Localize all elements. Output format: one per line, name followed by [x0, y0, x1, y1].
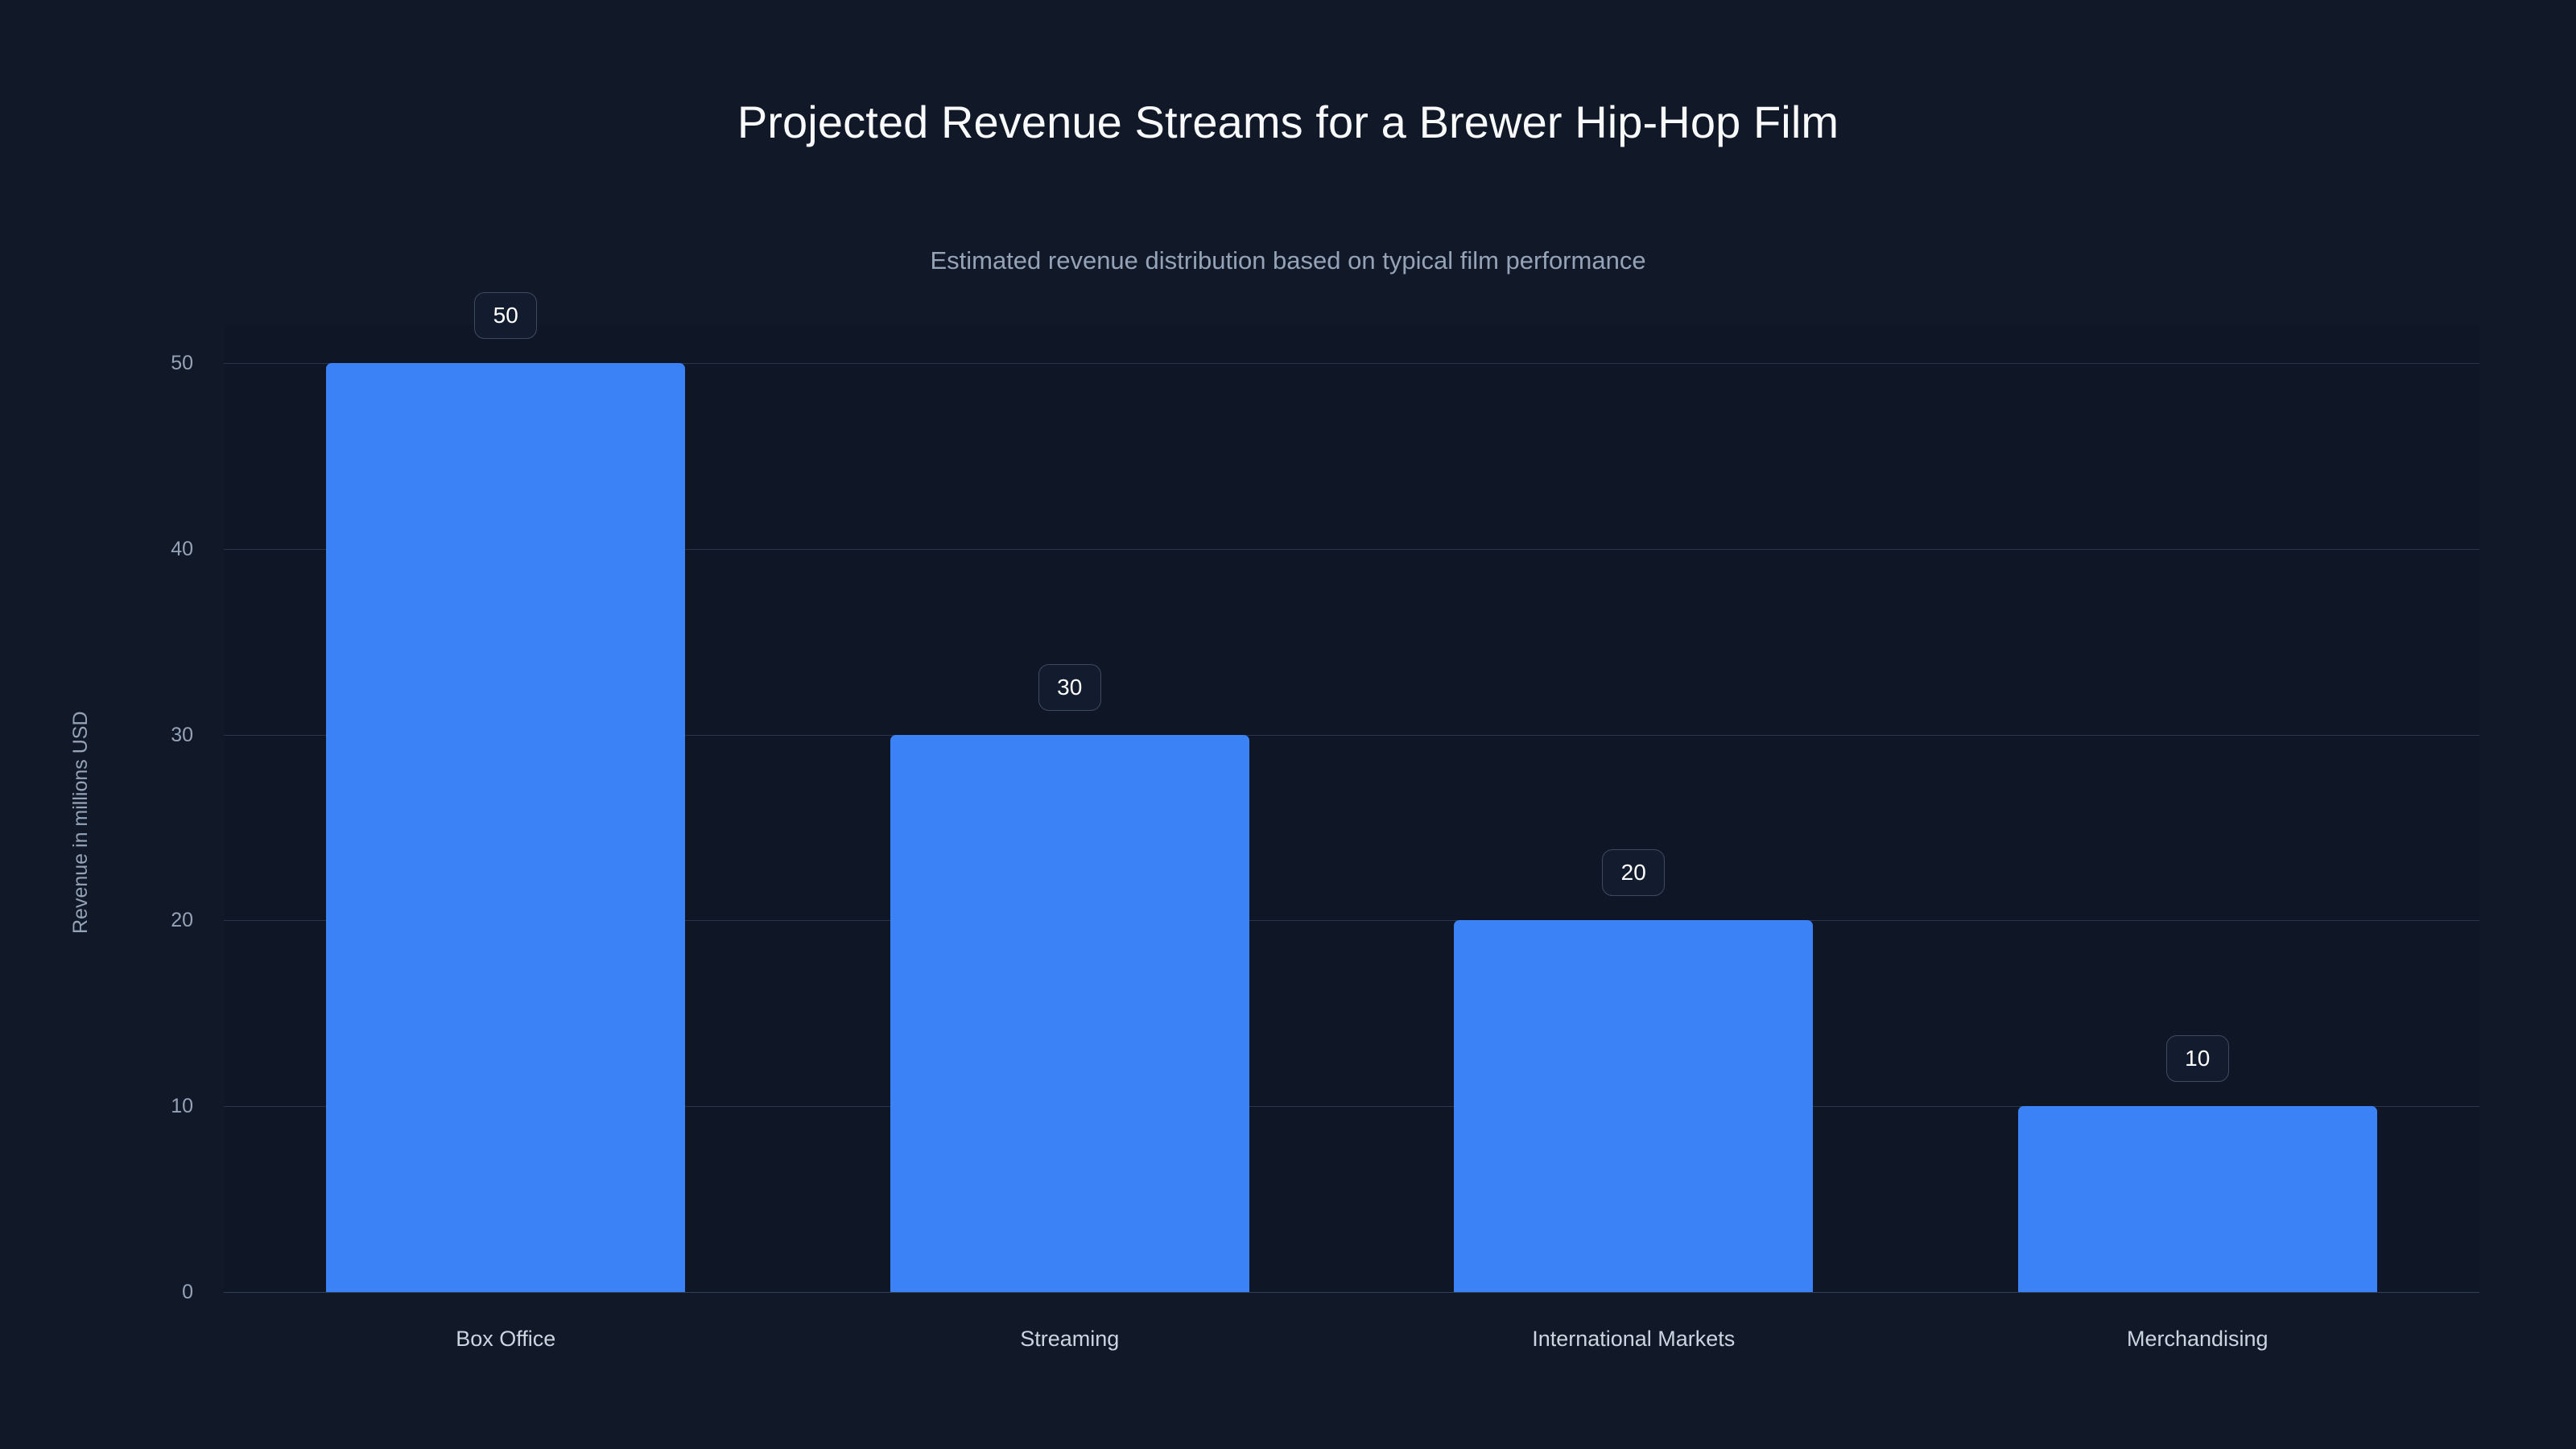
- plot-area: [224, 326, 2479, 1293]
- x-axis-tick-label: Box Office: [456, 1327, 556, 1351]
- bar-value-label: 30: [1038, 663, 1101, 711]
- bar[interactable]: [2017, 1106, 2377, 1292]
- gridline: [224, 363, 2479, 365]
- bar-value-label: 10: [2165, 1035, 2229, 1083]
- gridline: [224, 734, 2479, 736]
- y-axis-tick-label: 0: [182, 1281, 193, 1303]
- bar-value-label: 50: [474, 292, 538, 340]
- y-axis-tick-label: 30: [171, 723, 193, 746]
- y-axis-tick-label: 10: [171, 1095, 193, 1118]
- bar[interactable]: [890, 734, 1249, 1292]
- bar[interactable]: [326, 363, 686, 1292]
- bar-value-label: 20: [1602, 849, 1666, 897]
- y-axis-tick-label: 40: [171, 537, 193, 560]
- chart-subtitle: Estimated revenue distribution based on …: [930, 246, 1646, 275]
- y-axis-tick-label: 20: [171, 909, 193, 932]
- page-title: Projected Revenue Streams for a Brewer H…: [737, 97, 1839, 147]
- gridline: [224, 548, 2479, 550]
- y-axis-tick-label: 50: [171, 352, 193, 375]
- bar[interactable]: [1454, 920, 1814, 1292]
- x-axis-tick-label: Merchandising: [2126, 1327, 2268, 1351]
- gridline: [224, 920, 2479, 922]
- gridline: [224, 1292, 2479, 1293]
- y-axis-title: Revenue in millions USD: [69, 711, 92, 934]
- gridline: [224, 1106, 2479, 1108]
- x-axis-tick-label: International Markets: [1532, 1327, 1736, 1351]
- x-axis-tick-label: Streaming: [1020, 1327, 1120, 1351]
